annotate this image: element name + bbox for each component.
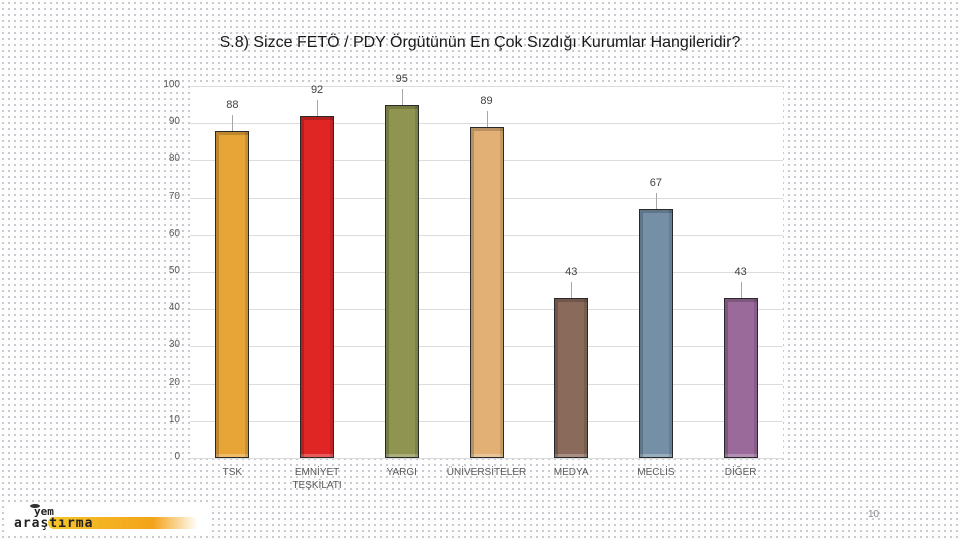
data-label: 67: [649, 176, 663, 189]
x-tick-label-line: EMNİYET: [294, 467, 340, 478]
plot-area: 88 92 95 89 43 67 43: [190, 73, 783, 459]
bar: [469, 126, 504, 458]
gridline: [190, 458, 783, 459]
label-leader-line: [401, 88, 403, 105]
company-logo: yem araştırma: [8, 503, 208, 535]
x-tick-label: MECLİS: [611, 466, 701, 479]
logo-line2: araştırma: [14, 516, 94, 531]
y-tick-label: 60: [168, 227, 180, 239]
label-leader-line: [655, 192, 657, 209]
x-tick-label: YARGI: [357, 466, 447, 479]
x-tick-label: TSK: [187, 466, 277, 479]
y-tick-label: 100: [163, 79, 180, 90]
bar: [638, 208, 673, 458]
x-tick-label: ÜNİVERSİTELER: [442, 466, 532, 479]
y-tick-label: 90: [168, 116, 180, 128]
label-leader-line: [317, 99, 319, 116]
data-label: 43: [734, 266, 747, 279]
x-tick-label-line: TEŞKİLATI: [292, 480, 342, 491]
label-leader-line: [486, 110, 488, 127]
y-tick-label: 20: [168, 376, 180, 388]
label-leader-line: [232, 114, 234, 131]
y-tick-label: 10: [168, 413, 180, 425]
logo-line1: yem: [34, 505, 54, 518]
logo-dot-icon: [30, 504, 40, 508]
x-tick-label: EMNİYET TEŞKİLATI: [272, 466, 362, 492]
x-tick-label-line: YARGI: [386, 467, 417, 478]
data-label: 92: [310, 83, 324, 96]
data-label: 95: [395, 72, 408, 85]
page-number: 10: [868, 509, 880, 520]
x-tick-label: MEDYA: [526, 466, 616, 479]
logo-swoosh: [48, 517, 198, 529]
slide-title: S.8) Sizce FETÖ / PDY Örgütünün En Çok S…: [219, 34, 741, 51]
y-tick-label: 40: [168, 302, 180, 314]
y-tick-label: 80: [168, 153, 180, 165]
bar: [300, 115, 335, 458]
gridline: [190, 86, 783, 87]
x-tick-label-line: MECLİS: [637, 467, 675, 478]
x-tick-label: DİĞER: [696, 466, 786, 479]
label-leader-line: [571, 282, 573, 299]
y-tick-label: 50: [168, 265, 180, 276]
label-leader-line: [740, 282, 742, 299]
bar: [554, 298, 589, 458]
bar: [723, 298, 758, 458]
data-label: 88: [226, 98, 239, 111]
y-tick-label: 70: [168, 190, 180, 202]
y-tick-label: 30: [168, 339, 180, 351]
data-label: 89: [480, 94, 493, 107]
x-tick-label-line: TSK: [222, 467, 243, 478]
x-tick-label-line: MEDYA: [553, 467, 589, 478]
data-label: 43: [565, 266, 578, 279]
y-tick-label: 0: [174, 451, 180, 462]
bar: [215, 130, 250, 458]
x-tick-label-line: ÜNİVERSİTELER: [446, 467, 527, 478]
bar: [384, 104, 419, 458]
x-tick-label-line: DİĞER: [724, 467, 757, 478]
